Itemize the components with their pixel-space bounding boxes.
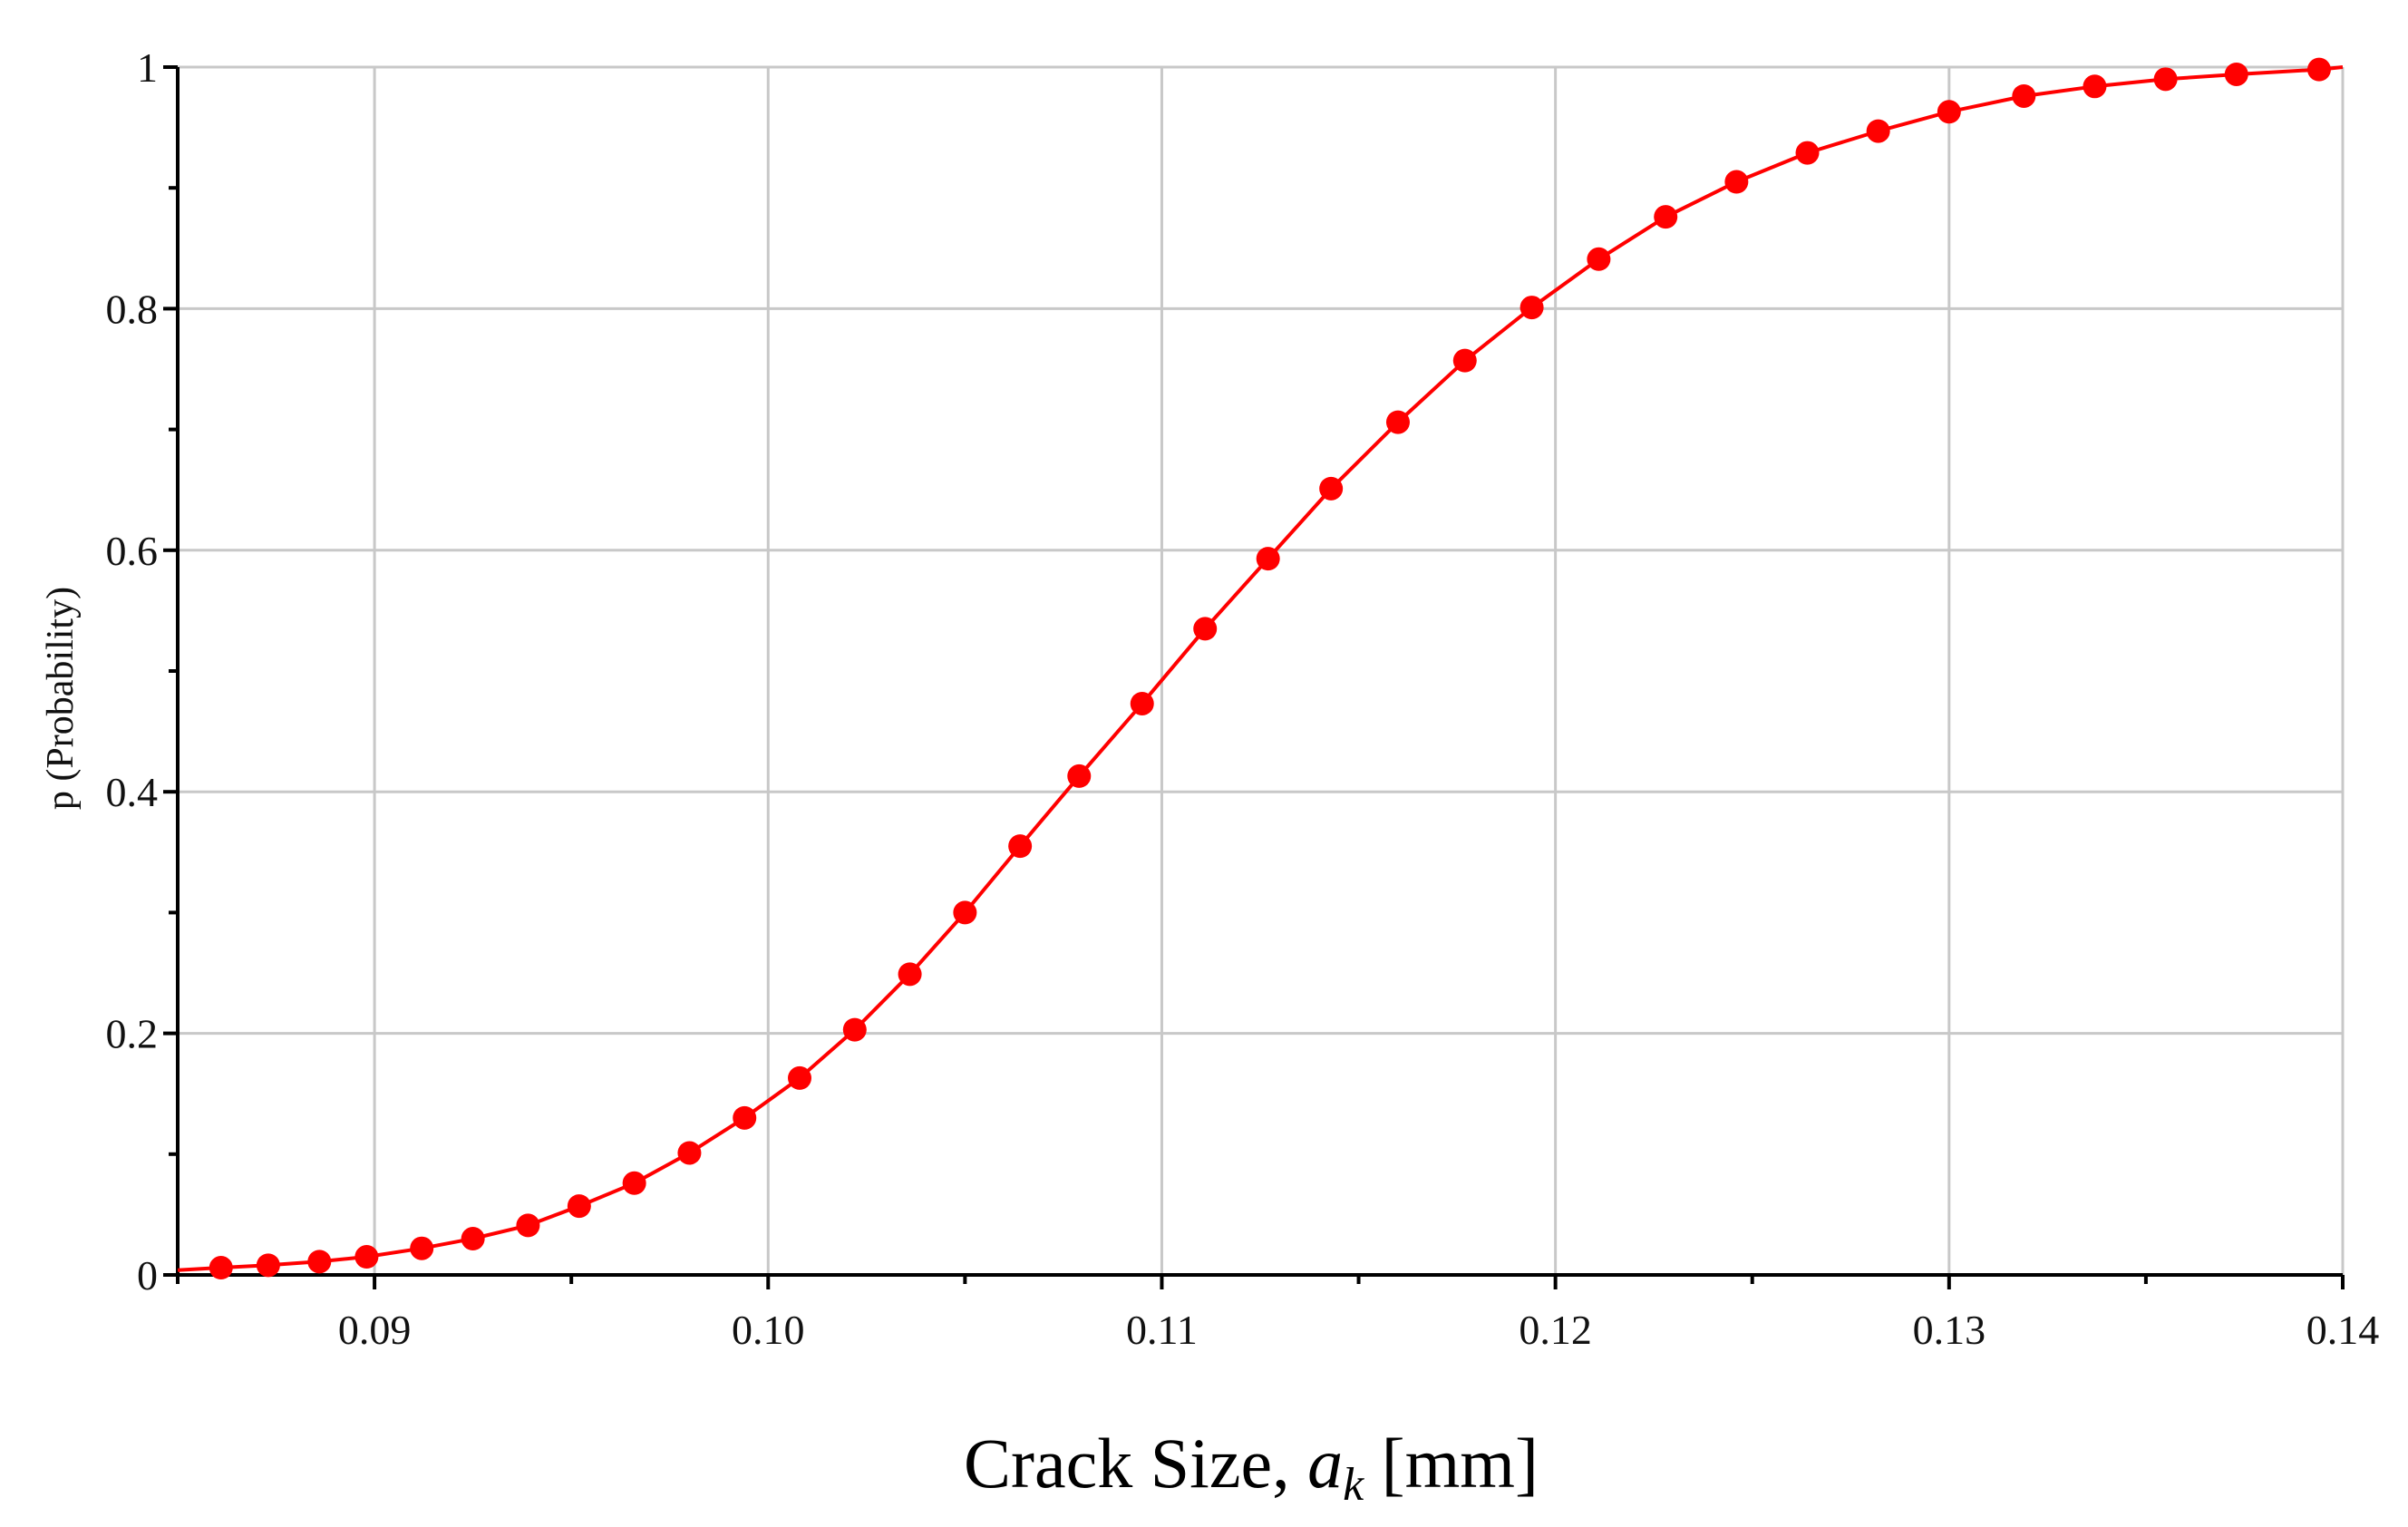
data-point	[733, 1105, 757, 1130]
data-point	[1256, 547, 1280, 571]
y-axis-label: p (Probability)	[40, 587, 82, 810]
data-point	[1193, 617, 1218, 641]
data-point	[1724, 170, 1749, 194]
data-point	[354, 1245, 379, 1269]
x-tick-label-5: 0.14	[2306, 1307, 2380, 1353]
data-point	[842, 1017, 867, 1042]
data-point	[461, 1227, 485, 1251]
data-point	[2012, 83, 2036, 108]
data-point	[1654, 205, 1678, 229]
data-point	[2083, 74, 2107, 99]
data-point	[1937, 100, 1961, 124]
tick-labels: 0 0.2 0.4 0.6 0.8 1 0.09 0.10 0.11 0.12 0.13 0.14	[106, 44, 2380, 1353]
y-tick-label-5: 1	[137, 44, 158, 91]
axes	[163, 65, 2345, 1289]
data-point	[788, 1065, 812, 1090]
data-point	[567, 1194, 591, 1219]
x-tick-label-1: 0.10	[732, 1307, 805, 1353]
data-point	[953, 900, 977, 925]
data-point	[1866, 119, 1890, 143]
data-point	[898, 962, 922, 987]
data-point	[2306, 57, 2331, 82]
data-point	[410, 1236, 434, 1260]
series	[177, 57, 2344, 1280]
x-axis-label: Crack Size, ak [mm]	[964, 1424, 1539, 1511]
data-point	[1520, 296, 1544, 320]
y-tick-label-2: 0.4	[106, 769, 159, 815]
x-tick-label-0: 0.09	[338, 1307, 412, 1353]
data-point	[1130, 691, 1154, 715]
grid	[178, 65, 2345, 1277]
data-point	[1067, 764, 1092, 788]
data-point	[1385, 410, 1410, 434]
data-point	[2153, 67, 2178, 92]
data-point	[209, 1256, 233, 1280]
series-line-0	[177, 65, 2344, 1272]
y-tick-label-1: 0.2	[106, 1011, 159, 1057]
data-point	[256, 1253, 280, 1278]
data-point	[307, 1250, 332, 1274]
y-tick-label-0: 0	[137, 1252, 158, 1298]
x-axis-label-suffix: [mm]	[1364, 1424, 1539, 1503]
y-tick-label-3: 0.6	[106, 528, 159, 574]
data-point	[622, 1171, 646, 1195]
x-tick-label-3: 0.12	[1519, 1307, 1592, 1353]
data-point	[516, 1213, 540, 1238]
y-tick-label-4: 0.8	[106, 286, 159, 332]
data-point	[1795, 141, 1820, 165]
data-point	[2224, 62, 2248, 86]
x-tick-label-4: 0.13	[1913, 1307, 1986, 1353]
data-point	[1319, 476, 1344, 501]
x-axis-label-prefix: Crack Size,	[964, 1424, 1307, 1503]
data-point	[1452, 348, 1477, 373]
data-point	[1008, 834, 1033, 859]
x-axis-label-var: a	[1307, 1424, 1343, 1503]
x-axis-label-sub: k	[1343, 1459, 1364, 1511]
data-point	[677, 1141, 702, 1165]
data-point	[1587, 247, 1611, 271]
x-tick-label-2: 0.11	[1126, 1307, 1198, 1353]
